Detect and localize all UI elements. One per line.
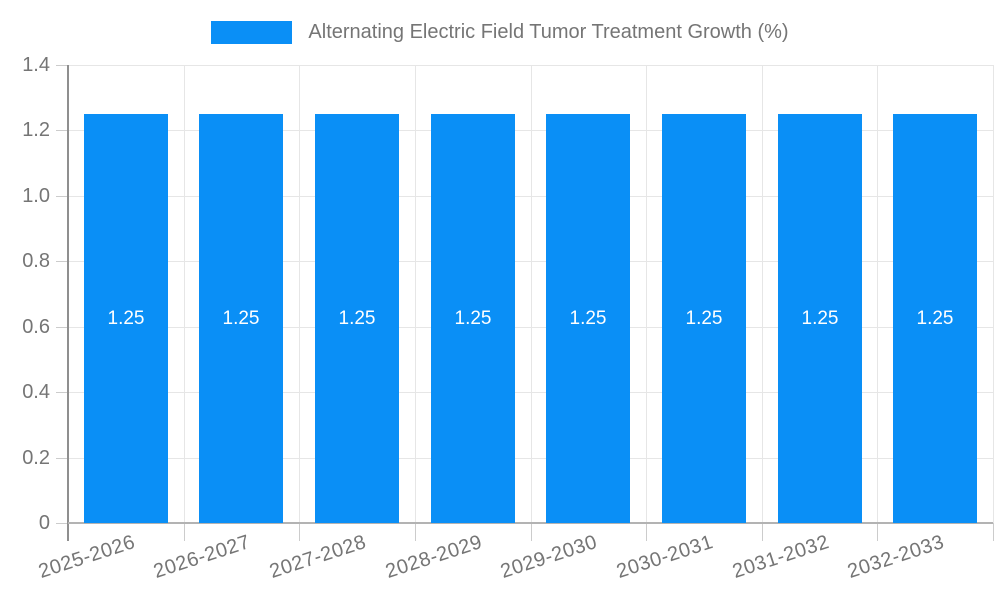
bar-value-label: 1.25 xyxy=(222,308,260,329)
h-gridline xyxy=(68,65,993,66)
x-tick xyxy=(646,523,647,541)
v-gridline xyxy=(646,65,647,523)
h-gridline xyxy=(68,392,993,393)
h-gridline xyxy=(68,261,993,262)
bar-value-label: 1.25 xyxy=(801,308,839,329)
x-tick-label: 2030-2031 xyxy=(613,531,716,583)
bar[interactable] xyxy=(662,114,746,523)
v-gridline xyxy=(299,65,300,523)
h-gridline xyxy=(68,130,993,131)
y-tick-label: 1.0 xyxy=(22,185,50,207)
x-tick xyxy=(877,523,878,541)
y-tick-label: 0 xyxy=(38,512,50,534)
legend-swatch[interactable] xyxy=(211,20,293,44)
v-gridline xyxy=(993,65,994,523)
y-tick-label: 0.6 xyxy=(22,316,50,338)
y-tick xyxy=(56,392,68,393)
x-tick-label: 2029-2030 xyxy=(497,531,600,583)
v-gridline xyxy=(415,65,416,523)
y-tick-label: 0.2 xyxy=(22,447,50,469)
bar[interactable] xyxy=(315,114,399,523)
bar[interactable] xyxy=(778,114,862,523)
x-tick-label: 2031-2032 xyxy=(729,531,832,583)
x-tick xyxy=(531,523,532,541)
x-tick xyxy=(762,523,763,541)
x-tick-label: 2032-2033 xyxy=(844,531,947,583)
x-axis-line xyxy=(68,522,993,524)
x-tick-label: 2028-2029 xyxy=(382,531,485,583)
h-gridline xyxy=(68,327,993,328)
y-tick xyxy=(56,196,68,197)
y-tick xyxy=(56,523,68,524)
v-gridline xyxy=(531,65,532,523)
x-tick xyxy=(993,523,994,541)
h-gridline xyxy=(68,458,993,459)
bar[interactable] xyxy=(199,114,283,523)
x-tick-label: 2026-2027 xyxy=(150,531,253,583)
y-tick-label: 1.2 xyxy=(22,119,50,141)
bar-value-label: 1.25 xyxy=(916,308,954,329)
y-tick xyxy=(56,65,68,66)
legend: Alternating Electric Field Tumor Treatme… xyxy=(0,18,1000,46)
legend-label: Alternating Electric Field Tumor Treatme… xyxy=(308,20,789,43)
x-tick xyxy=(299,523,300,541)
x-tick xyxy=(184,523,185,541)
y-tick-label: 1.4 xyxy=(22,54,50,76)
v-gridline xyxy=(877,65,878,523)
bar-value-label: 1.25 xyxy=(454,308,492,329)
x-tick-label: 2027-2028 xyxy=(266,531,369,583)
bar-value-label: 1.25 xyxy=(107,308,145,329)
v-gridline xyxy=(762,65,763,523)
y-tick-label: 0.4 xyxy=(22,381,50,403)
bar[interactable] xyxy=(893,114,977,523)
x-tick xyxy=(415,523,416,541)
bar-value-label: 1.25 xyxy=(569,308,607,329)
bar[interactable] xyxy=(431,114,515,523)
y-axis-line xyxy=(67,65,69,541)
bar-value-label: 1.25 xyxy=(338,308,376,329)
y-tick xyxy=(56,327,68,328)
x-tick-label: 2025-2026 xyxy=(35,531,138,583)
v-gridline xyxy=(184,65,185,523)
y-tick xyxy=(56,130,68,131)
bar[interactable] xyxy=(546,114,630,523)
y-tick xyxy=(56,261,68,262)
bar-value-label: 1.25 xyxy=(685,308,723,329)
y-tick-label: 0.8 xyxy=(22,250,50,272)
y-tick xyxy=(56,458,68,459)
h-gridline xyxy=(68,196,993,197)
bar[interactable] xyxy=(84,114,168,523)
